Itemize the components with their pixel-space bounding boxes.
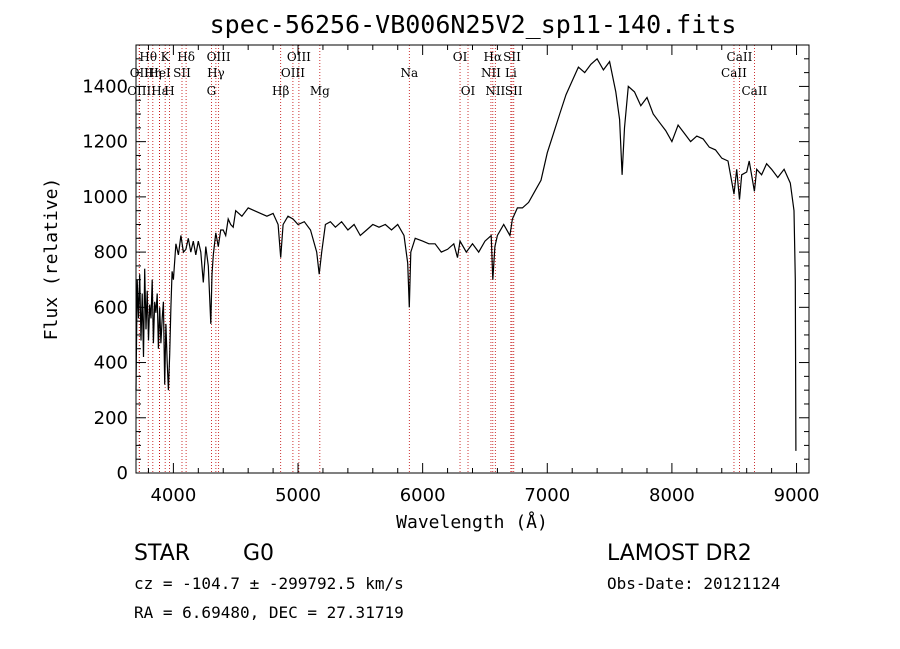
line-label-18: OI (453, 50, 468, 64)
line-label-7: SII (173, 66, 191, 80)
obs-date-text: Obs-Date: 20121124 (607, 574, 780, 593)
y-tick-label-5: 1000 (82, 187, 128, 208)
line-label-3: K (161, 50, 171, 64)
x-axis: 4000 5000 6000 7000 8000 9000 (147, 45, 820, 506)
y-axis-label: Flux (relative) (41, 178, 62, 341)
x-tick-label-5: 9000 (774, 485, 820, 506)
line-label-19: OI (461, 84, 476, 98)
line-label-4: Hη (144, 66, 162, 80)
line-label-10: OIII (207, 50, 231, 64)
plot-frame (135, 44, 810, 474)
line-label-20: Hα (484, 50, 503, 64)
object-subclass: G0 (243, 541, 274, 566)
x-tick-label-2: 6000 (400, 485, 446, 506)
coordinates-text: RA = 6.69480, DEC = 27.31719 (134, 603, 404, 622)
line-label-17: Na (400, 66, 418, 80)
redshift-text: cz = -104.7 ± -299792.5 km/s (134, 574, 404, 593)
survey-name: LAMOST DR2 (607, 541, 752, 566)
y-tick-label-1: 200 (94, 408, 128, 429)
line-label-25: SII (505, 84, 523, 98)
spectrum-line (135, 57, 797, 451)
line-label-24: Li (505, 66, 517, 80)
chart-title: spec-56256-VB006N25V2_sp11-140.fits (210, 10, 737, 39)
line-label-21: NII (481, 66, 501, 80)
y-tick-label-4: 800 (94, 242, 128, 263)
x-tick-label-3: 7000 (524, 485, 570, 506)
line-label-11: Hγ (207, 66, 225, 80)
x-tick-label-0: 4000 (150, 485, 196, 506)
y-axis: 0 200 400 600 800 1000 1200 1400 (82, 58, 809, 484)
y-tick-label-3: 600 (94, 297, 128, 318)
y-tick-label-0: 0 (117, 463, 128, 484)
line-label-27: CaII (721, 66, 747, 80)
line-label-6: HeI (148, 66, 171, 80)
y-tick-label-7: 1400 (82, 76, 128, 97)
object-class: STAR (134, 541, 190, 566)
line-label-14: OIII (281, 66, 305, 80)
line-label-15: Hβ (272, 84, 289, 98)
y-tick-label-2: 400 (94, 353, 128, 374)
spectral-line-markers (138, 45, 755, 473)
line-label-23: SII (503, 50, 521, 64)
line-label-22: NII (485, 84, 505, 98)
line-label-16: Mg (310, 84, 330, 98)
line-label-0: Hθ (139, 50, 157, 64)
x-tick-label-1: 5000 (275, 485, 321, 506)
line-label-9: Hδ (177, 50, 195, 64)
line-label-8: H (164, 84, 174, 98)
line-label-26: CaII (727, 50, 753, 64)
x-axis-label: Wavelength (Å) (396, 511, 548, 533)
line-label-12: G (207, 84, 217, 98)
line-label-28: CaII (741, 84, 767, 98)
line-label-2: OIII (127, 84, 151, 98)
line-label-5: Hε (151, 84, 168, 98)
x-tick-label-4: 8000 (649, 485, 695, 506)
y-tick-label-6: 1200 (82, 132, 128, 153)
line-label-13: OIII (287, 50, 311, 64)
